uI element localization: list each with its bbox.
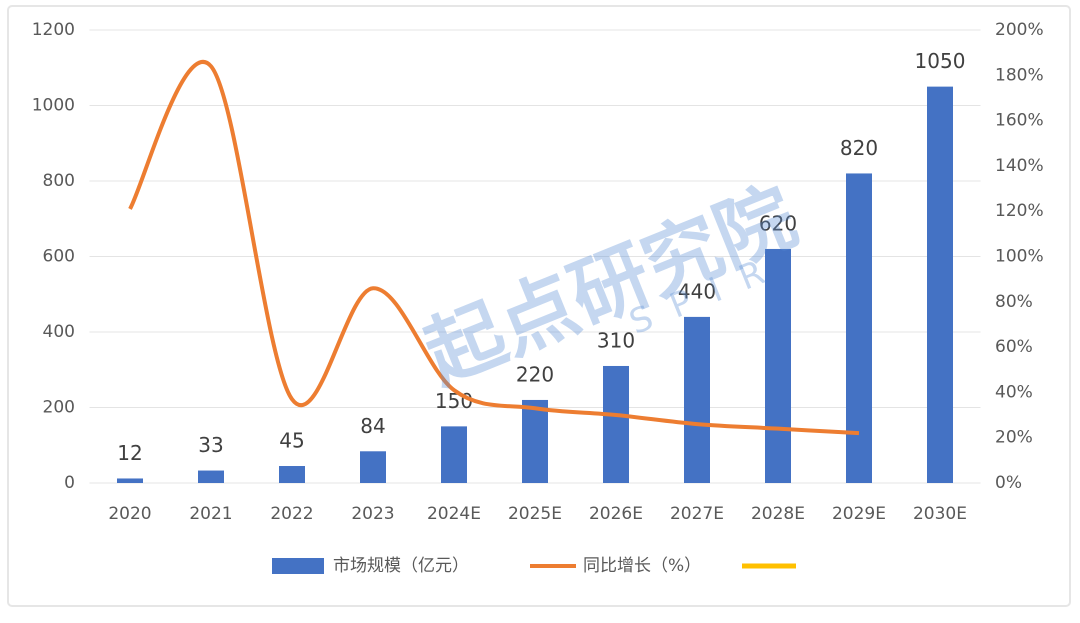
y-tick-label: 600 <box>43 247 75 267</box>
x-tick-label: 2030E <box>913 504 967 524</box>
x-tick-label: 2024E <box>427 504 481 524</box>
y2-tick-label: 200% <box>995 20 1044 40</box>
y2-tick-label: 20% <box>995 428 1033 448</box>
x-tick-label: 2020 <box>108 504 151 524</box>
y2-tick-label: 60% <box>995 337 1033 357</box>
data-label: 820 <box>840 136 878 160</box>
y2-tick-label: 80% <box>995 292 1033 312</box>
y2-tick-label: 140% <box>995 156 1044 176</box>
bar <box>279 466 305 483</box>
y2-tick-label: 180% <box>995 65 1044 85</box>
bar <box>603 365 629 483</box>
y-tick-label: 400 <box>43 322 75 342</box>
x-tick-label: 2026E <box>589 504 643 524</box>
x-tick-label: 2029E <box>832 504 886 524</box>
data-label: 440 <box>678 279 716 303</box>
bar <box>198 470 224 483</box>
x-tick-label: 2021 <box>189 504 232 524</box>
x-tick-label: 2028E <box>751 504 805 524</box>
data-label: 45 <box>279 429 304 453</box>
bar <box>765 248 791 483</box>
bar <box>441 426 467 483</box>
data-label: 1050 <box>915 49 966 73</box>
line <box>128 60 860 436</box>
x-tick-label: 2027E <box>670 504 724 524</box>
legend-swatch <box>272 558 324 574</box>
data-label: 620 <box>759 211 797 235</box>
bar <box>522 399 548 483</box>
y2-tick-label: 160% <box>995 111 1044 131</box>
x-tick-label: 2025E <box>508 504 562 524</box>
y-tick-label: 200 <box>43 398 75 418</box>
legend-label: 市场规模（亿元） <box>333 556 469 576</box>
y-tick-label: 1200 <box>32 20 75 40</box>
y2-tick-label: 0% <box>995 473 1022 493</box>
y-tick-label: 0 <box>64 473 75 493</box>
legend-label: 同比增长（%） <box>583 556 701 576</box>
y2-tick-label: 120% <box>995 201 1044 221</box>
y2-tick-label: 40% <box>995 382 1033 402</box>
bar <box>927 86 953 483</box>
bar <box>684 316 710 483</box>
bar <box>360 451 386 483</box>
bar <box>846 173 872 483</box>
bar <box>117 478 143 483</box>
y-tick-label: 1000 <box>32 96 75 116</box>
data-label: 310 <box>597 328 635 352</box>
data-label: 33 <box>198 433 223 457</box>
frame <box>7 5 1071 607</box>
y-tick-label: 800 <box>43 171 75 191</box>
x-tick-label: 2023 <box>351 504 394 524</box>
plot: 0 200 400 600 800 1000 1200 0% 20% 40% 60% 80% 100% 1… <box>32 20 1044 524</box>
data-label: 84 <box>360 414 385 438</box>
data-label: 12 <box>117 441 142 465</box>
y2-tick-label: 100% <box>995 247 1044 267</box>
x-tick-label: 2022 <box>270 504 313 524</box>
data-label: 220 <box>516 362 554 386</box>
data-label: 150 <box>435 389 473 413</box>
